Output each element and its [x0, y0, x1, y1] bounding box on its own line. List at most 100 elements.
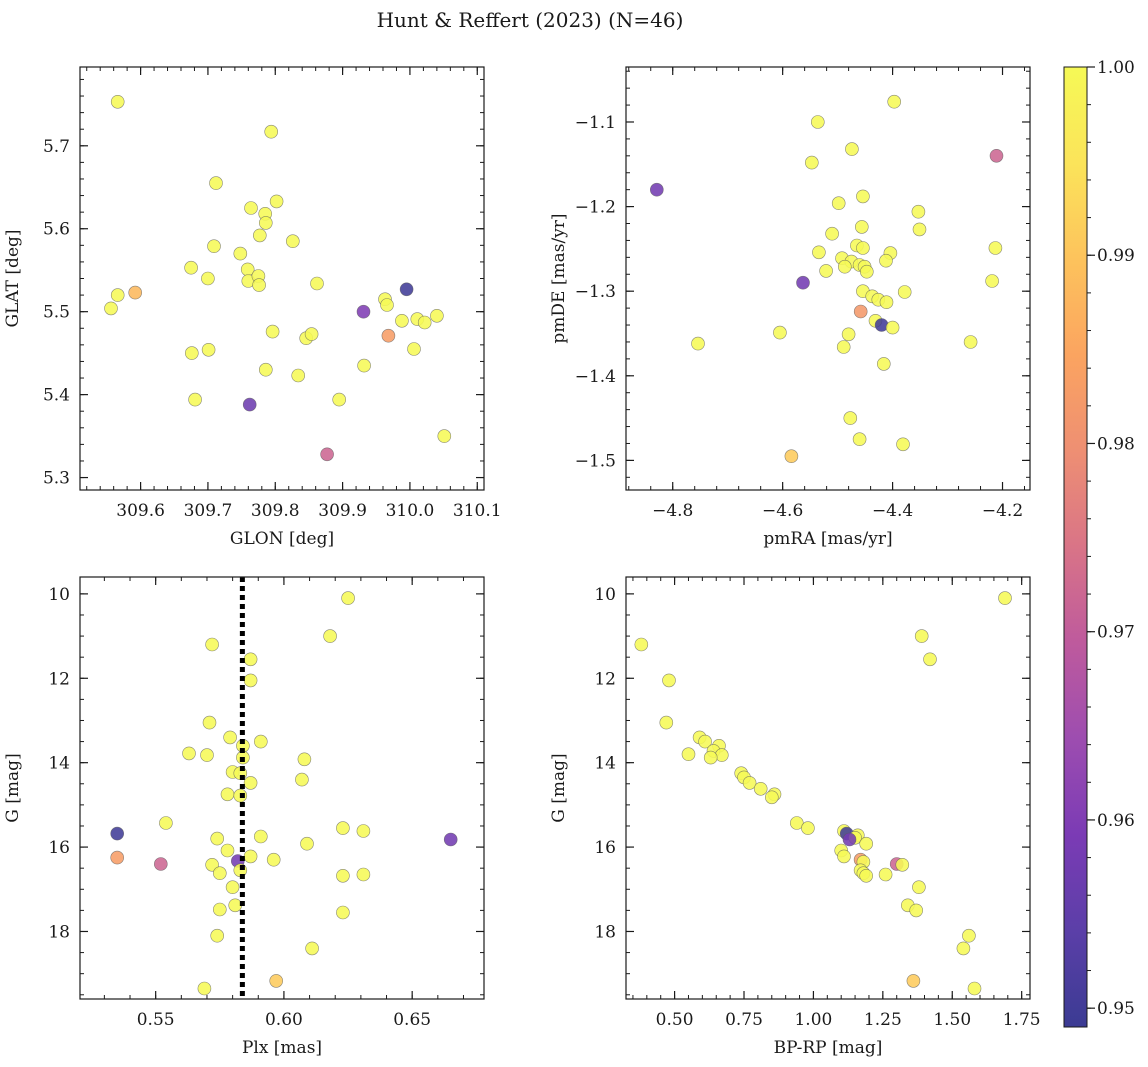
- x-tick-label: 309.9: [318, 501, 367, 521]
- y-axis-label: G [mag]: [549, 753, 569, 822]
- scatter-point: [841, 327, 856, 342]
- scatter-point: [128, 285, 142, 300]
- x-tick-label: 309.7: [184, 501, 233, 521]
- axes-frame: [79, 66, 485, 491]
- y-tick-label: 16: [594, 838, 616, 858]
- scatter-point: [285, 234, 300, 248]
- y-tick-label: 14: [594, 754, 616, 774]
- scatter-points: [649, 94, 1004, 464]
- colorbar-ticks: 0.95 0.96 0.97 0.98 0.99 1.00: [1087, 58, 1135, 1019]
- scatter-point: [895, 857, 910, 872]
- scatter-point: [252, 278, 266, 292]
- scatter-point: [110, 95, 125, 109]
- y-tick-label: −1.1: [575, 113, 616, 133]
- y-tick-label: 18: [594, 922, 616, 942]
- y-axis-label: pmDE [mas/yr]: [549, 213, 569, 343]
- x-axis-label: Plx [mas]: [242, 1038, 322, 1058]
- scatter-point: [207, 239, 221, 253]
- x-tick-label: 309.6: [116, 501, 165, 521]
- scatter-point: [336, 868, 350, 883]
- scatter-point: [831, 196, 846, 210]
- scatter-point: [332, 392, 347, 407]
- scatter-point: [243, 673, 258, 688]
- x-tick-label: 1.50: [933, 1010, 971, 1030]
- x-tick-label: 309.8: [251, 501, 300, 521]
- scatter-point: [836, 340, 851, 354]
- y-tick-label: 16: [48, 838, 70, 858]
- scatter-point: [923, 652, 937, 667]
- y-tick-label: 5.6: [43, 220, 70, 240]
- scatter-point: [304, 327, 319, 341]
- scatter-point: [300, 836, 314, 851]
- y-tick-label: 5.7: [43, 137, 70, 157]
- y-tick-label: −1.2: [575, 198, 616, 218]
- scatter-point: [297, 752, 312, 767]
- scatter-point: [852, 432, 867, 447]
- scatter-point: [252, 228, 267, 243]
- scatter-point: [104, 301, 118, 316]
- scatter-point: [295, 772, 309, 787]
- y-axis-label: GLAT [deg]: [3, 229, 23, 327]
- y-tick-label: −1.4: [575, 367, 616, 387]
- scatter-point: [154, 857, 168, 871]
- scatter-point: [223, 730, 237, 745]
- scatter-point: [856, 241, 870, 255]
- scatter-point: [825, 226, 839, 241]
- scatter-point: [842, 832, 857, 847]
- scatter-point: [225, 880, 240, 895]
- scatter-point: [205, 857, 219, 872]
- scatter-point: [659, 715, 674, 730]
- x-axis-label: BP-RP [mag]: [774, 1038, 883, 1058]
- y-axis-label: G [mag]: [3, 753, 23, 822]
- x-tick-label: −4.6: [762, 501, 803, 521]
- scatter-point: [380, 298, 394, 312]
- scatter-point: [305, 941, 319, 956]
- scatter-point: [914, 629, 929, 643]
- y-tick-label: 18: [48, 922, 70, 942]
- y-tick-label: 14: [48, 754, 70, 774]
- scatter-point: [265, 324, 280, 339]
- x-tick-label: 310.0: [386, 501, 435, 521]
- scatter-point: [242, 397, 257, 412]
- colorbar-tick-label: 0.98: [1097, 434, 1135, 454]
- scatter-point: [879, 295, 894, 310]
- scatter-point: [859, 836, 874, 851]
- scatter-point: [649, 182, 664, 197]
- scatter-point: [845, 142, 859, 156]
- scatter-point: [184, 260, 198, 275]
- x-tick-label: 0.50: [656, 1010, 694, 1030]
- y-tick-label: 10: [48, 585, 70, 605]
- scatter-point: [962, 928, 976, 943]
- scatter-point: [336, 821, 350, 835]
- scatter-point: [110, 826, 124, 841]
- scatter-point: [856, 189, 870, 204]
- y-tick-label: 5.3: [43, 469, 70, 489]
- x-tick-label: −4.4: [872, 501, 913, 521]
- x-tick-label: 1.75: [1003, 1010, 1041, 1030]
- scatter-point: [258, 362, 273, 377]
- scatter-point: [703, 750, 718, 765]
- axes-frame: [625, 66, 1031, 491]
- x-axis-label: GLON [deg]: [230, 529, 334, 549]
- axes-frame: [625, 576, 1031, 1000]
- scatter-point: [220, 843, 235, 858]
- scatter-point: [209, 176, 223, 190]
- scatter-point: [200, 748, 214, 762]
- scatter-point: [773, 325, 787, 340]
- x-axis-label: pmRA [mas/yr]: [763, 529, 892, 549]
- colorbar-tick-label: 0.99: [1097, 246, 1135, 266]
- scatter-point: [357, 358, 371, 373]
- y-tick-label: −1.3: [575, 282, 616, 302]
- scatter-point: [853, 304, 868, 319]
- x-tick-label: 310.1: [453, 501, 502, 521]
- scatter-point: [185, 346, 199, 360]
- scatter-point: [356, 867, 371, 882]
- x-tick-label: 1.00: [794, 1010, 832, 1030]
- scatter-point: [244, 201, 258, 215]
- colorbar-tick-label: 0.95: [1097, 999, 1135, 1019]
- scatter-point: [291, 368, 306, 383]
- scatter-point: [967, 981, 982, 996]
- scatter-point: [381, 328, 396, 343]
- y-tick-label: 12: [594, 669, 616, 689]
- y-tick-label: −1.5: [575, 451, 616, 471]
